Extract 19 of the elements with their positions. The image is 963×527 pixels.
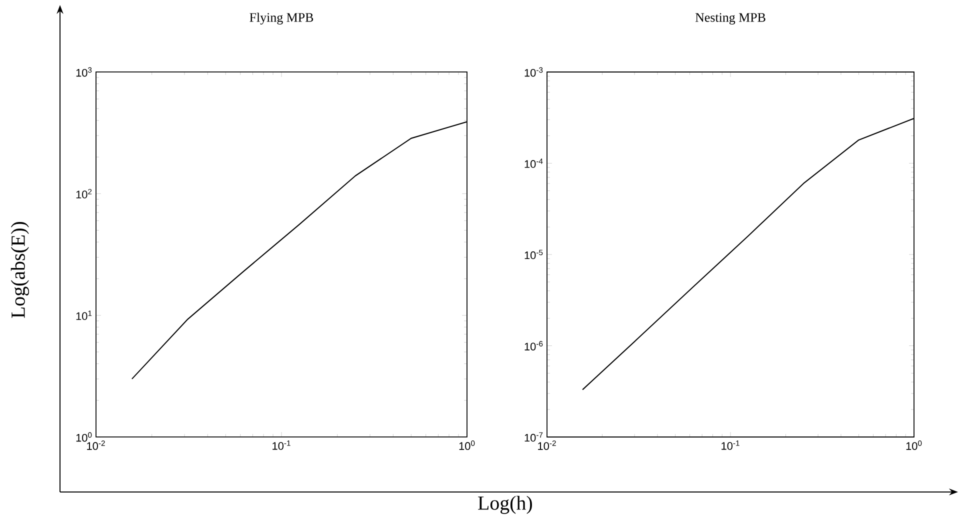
- y-tick-label: 10$^{3}$: [76, 67, 92, 77]
- x-tick-label: 10$^{-1}$: [272, 440, 290, 450]
- y-tick-label: 10$^{-6}$: [524, 341, 543, 350]
- y-tick-label: 10$^{-5}$: [524, 250, 543, 260]
- x-tick-label: 10$^{0}$: [459, 440, 475, 450]
- y-axis-title: Log(abs(E)): [10, 222, 30, 318]
- x-tick-label: 10$^{0}$: [906, 440, 922, 450]
- x-tick-label: 10$^{-2}$: [538, 440, 556, 450]
- x-tick-label: 10$^{-1}$: [722, 440, 740, 450]
- x-axis-title: Log(h): [478, 496, 532, 514]
- y-tick-label: 10$^{-4}$: [524, 158, 543, 168]
- chart-title: Nesting MPB: [695, 13, 766, 24]
- y-tick-label: 10$^{0}$: [76, 432, 92, 442]
- y-tick-label: 10$^{2}$: [76, 188, 92, 198]
- y-tick-label: 10$^{-3}$: [524, 67, 543, 77]
- x-tick-label: 10$^{-2}$: [87, 440, 105, 450]
- y-tick-label: 10$^{1}$: [76, 310, 92, 320]
- y-tick-label: 10$^{-7}$: [524, 432, 543, 442]
- chart-title: Flying MPB: [250, 12, 314, 24]
